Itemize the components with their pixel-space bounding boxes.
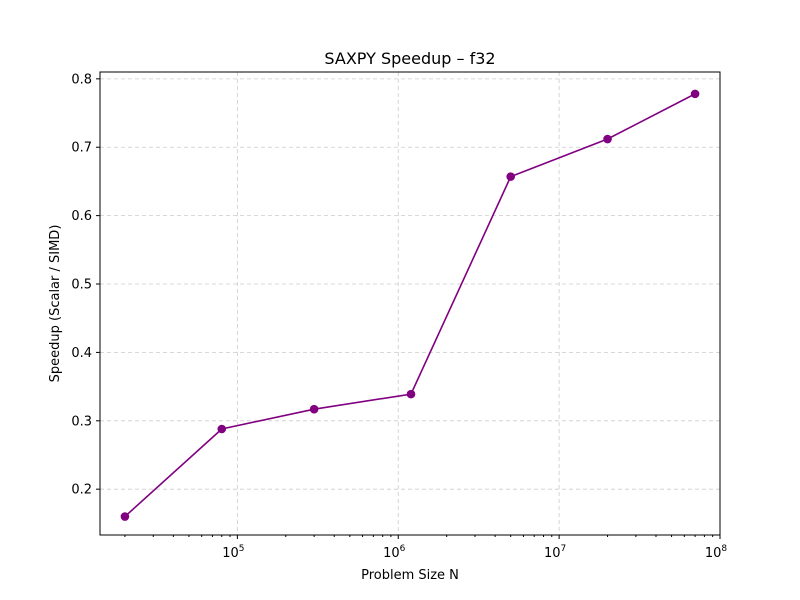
y-tick-label: 0.8 — [71, 72, 92, 87]
data-point — [406, 389, 416, 399]
data-point — [217, 424, 227, 434]
data-point — [690, 89, 700, 99]
x-tick-label-base: 10 — [544, 546, 561, 561]
x-tick-label: 105 — [222, 544, 244, 561]
y-tick-label: 0.3 — [71, 414, 92, 429]
series-line — [124, 93, 696, 518]
x-axis-label: Problem Size N — [361, 568, 459, 583]
y-tick-label: 0.2 — [71, 483, 92, 498]
y-axis-label: Speedup (Scalar / SIMD) — [48, 225, 63, 383]
data-point — [603, 134, 612, 144]
x-tick-label-exponent: 6 — [400, 544, 406, 554]
chart-title: SAXPY Speedup – f32 — [324, 49, 495, 68]
x-tick-label-exponent: 8 — [721, 544, 727, 554]
x-tick-label-base: 10 — [383, 546, 400, 561]
x-tick-label-base: 10 — [705, 546, 722, 561]
x-tick-label-base: 10 — [222, 546, 239, 561]
plot-frame — [99, 71, 721, 536]
grid-layer — [100, 72, 721, 535]
y-tick-label: 0.7 — [71, 141, 92, 156]
x-tick-label-exponent: 5 — [239, 544, 245, 554]
data-point — [309, 404, 319, 414]
x-tick-label: 107 — [544, 544, 566, 561]
x-tick-label-exponent: 7 — [561, 544, 567, 554]
x-tick-label: 106 — [383, 544, 406, 561]
series-layer — [120, 89, 700, 521]
data-point — [120, 512, 130, 521]
y-tick-label: 0.6 — [71, 209, 92, 224]
y-tick-label: 0.5 — [71, 278, 92, 293]
data-point — [506, 172, 515, 181]
x-tick-label: 108 — [705, 544, 728, 561]
y-tick-label: 0.4 — [71, 346, 92, 361]
